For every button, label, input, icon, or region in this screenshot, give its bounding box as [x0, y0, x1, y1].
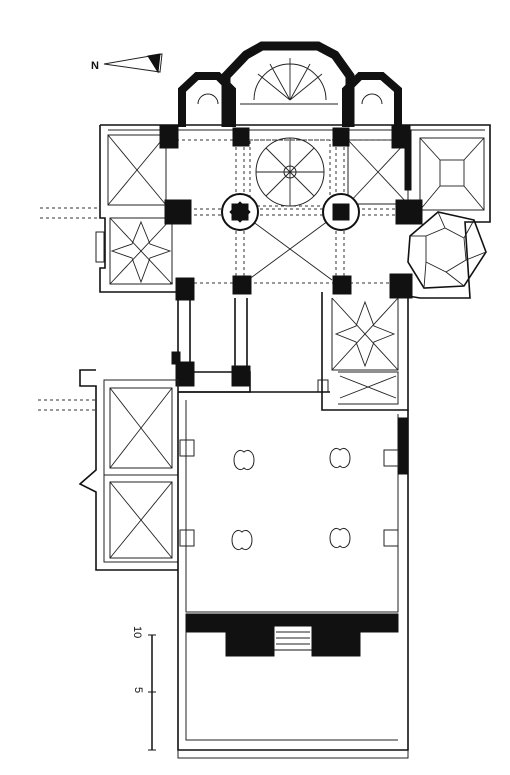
north-label: N	[91, 60, 99, 72]
hexagonal-chapel	[407, 211, 487, 289]
north-arrow-tip	[147, 53, 161, 74]
north-arrow: N	[91, 53, 163, 74]
south-chapel-star-vault	[317, 292, 409, 411]
crossing-south-vault	[347, 139, 409, 205]
north-chapel-star-vault	[109, 217, 173, 285]
west-facade	[177, 613, 409, 759]
apse-vault-ribs	[257, 58, 323, 101]
scale-bar: 10 5	[131, 626, 156, 751]
crossing-piers	[159, 125, 423, 301]
scale-label-10: 10	[131, 626, 143, 638]
nave	[177, 391, 409, 751]
crossing-rose-vault	[249, 137, 331, 207]
nave-piers	[231, 447, 351, 551]
transept-walls	[95, 124, 491, 299]
nave-pier	[329, 527, 351, 549]
south-transept-vault	[419, 137, 485, 211]
north-arrow-icon	[103, 53, 163, 73]
nave-pier	[329, 447, 351, 469]
nave-pier	[231, 529, 253, 551]
rib-grid	[170, 135, 410, 288]
main-apse	[221, 41, 355, 127]
north-apse	[178, 72, 236, 127]
west-chapels	[78, 369, 179, 571]
south-apse	[342, 72, 402, 127]
nave-pier	[233, 449, 255, 471]
scale-label-5: 5	[132, 687, 144, 693]
north-transept-vault	[107, 134, 167, 206]
north-aisle-corridor	[171, 292, 251, 393]
west-lines	[38, 207, 100, 411]
